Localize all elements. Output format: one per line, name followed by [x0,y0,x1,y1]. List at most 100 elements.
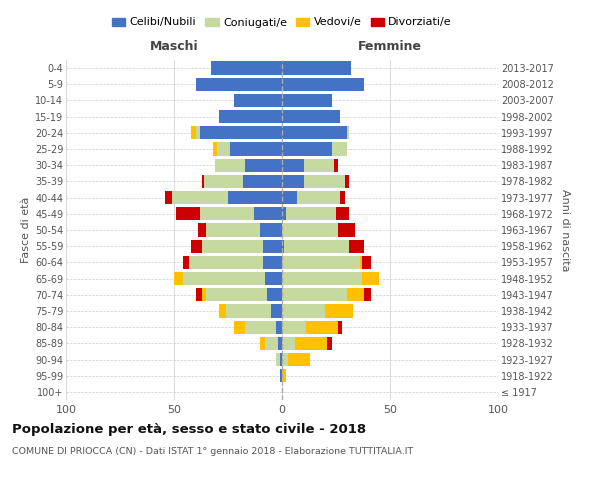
Bar [275,353,282,366]
Bar [202,288,282,302]
Bar [215,158,282,172]
Bar [271,304,282,318]
Bar [282,320,338,334]
Bar [196,78,282,91]
Bar [282,191,340,204]
Y-axis label: Fasce di età: Fasce di età [20,197,31,263]
Bar [280,369,282,382]
Bar [196,78,282,91]
Bar [206,224,282,236]
Bar [282,304,353,318]
Bar [282,207,286,220]
Bar [196,288,282,302]
Bar [235,94,282,107]
Bar [235,94,282,107]
Bar [282,94,332,107]
Bar [211,62,282,74]
Bar [282,207,336,220]
Bar [215,158,282,172]
Bar [282,353,310,366]
Bar [211,62,282,74]
Bar [213,142,282,156]
Bar [282,272,379,285]
Bar [189,256,282,269]
Bar [282,78,364,91]
Bar [215,158,282,172]
Bar [263,240,282,253]
Bar [282,78,364,91]
Bar [282,62,351,74]
Bar [282,175,344,188]
Bar [191,126,282,140]
Bar [282,336,332,350]
Bar [282,126,349,140]
Bar [280,369,282,382]
Bar [275,353,282,366]
Bar [202,240,282,253]
Bar [282,175,349,188]
Bar [278,336,282,350]
Bar [282,110,340,124]
Bar [200,126,282,140]
Bar [282,304,353,318]
Text: COMUNE DI PRIOCCA (CN) - Dati ISTAT 1° gennaio 2018 - Elaborazione TUTTITALIA.IT: COMUNE DI PRIOCCA (CN) - Dati ISTAT 1° g… [12,448,413,456]
Bar [282,142,332,156]
Bar [196,78,282,91]
Bar [191,240,282,253]
Bar [220,304,282,318]
Bar [282,240,349,253]
Bar [282,142,347,156]
Bar [280,369,282,382]
Bar [191,126,282,140]
Y-axis label: Anni di nascita: Anni di nascita [560,188,571,271]
Bar [282,94,332,107]
Bar [217,142,282,156]
Bar [204,175,282,188]
Bar [282,94,332,107]
Bar [176,207,282,220]
Bar [228,191,282,204]
Bar [282,175,304,188]
Bar [202,240,282,253]
Bar [206,224,282,236]
Text: Popolazione per età, sesso e stato civile - 2018: Popolazione per età, sesso e stato civil… [12,422,366,436]
Bar [220,110,282,124]
Bar [260,336,282,350]
Bar [267,288,282,302]
Bar [200,207,282,220]
Bar [282,142,347,156]
Bar [265,336,282,350]
Bar [265,272,282,285]
Bar [282,353,310,366]
Bar [282,110,340,124]
Bar [220,110,282,124]
Bar [254,207,282,220]
Bar [211,62,282,74]
Bar [282,94,332,107]
Bar [282,62,351,74]
Bar [226,304,282,318]
Bar [235,320,282,334]
Bar [182,256,282,269]
Bar [282,288,347,302]
Bar [282,207,349,220]
Bar [282,240,349,253]
Bar [282,191,344,204]
Bar [282,78,364,91]
Legend: Celibi/Nubili, Coniugati/e, Vedovi/e, Divorziati/e: Celibi/Nubili, Coniugati/e, Vedovi/e, Di… [107,13,457,32]
Bar [245,320,282,334]
Bar [282,175,344,188]
Bar [260,336,282,350]
Bar [282,336,328,350]
Bar [260,224,282,236]
Bar [282,158,338,172]
Bar [182,272,282,285]
Bar [235,320,282,334]
Bar [235,94,282,107]
Bar [275,353,282,366]
Bar [198,224,282,236]
Bar [243,175,282,188]
Bar [282,320,306,334]
Bar [230,142,282,156]
Bar [196,78,282,91]
